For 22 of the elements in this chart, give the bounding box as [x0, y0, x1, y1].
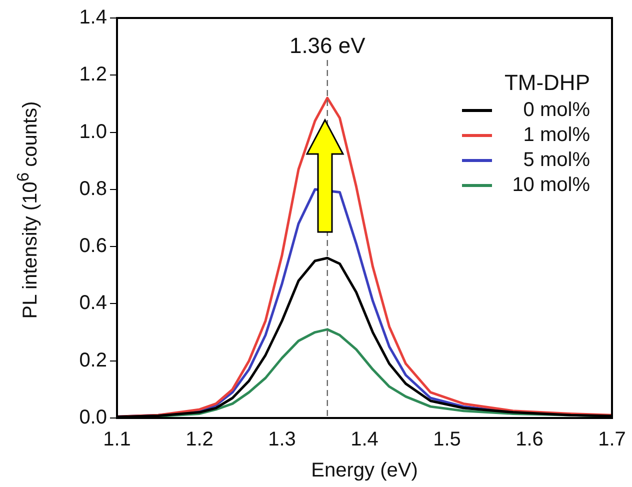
x-tick-label: 1.6: [516, 428, 544, 451]
y-tick-label: 0.6: [79, 235, 107, 258]
y-tick-label: 0.2: [79, 349, 107, 372]
legend-title: TM-DHP: [503, 70, 590, 96]
x-tick-label: 1.5: [433, 428, 461, 451]
x-tick-label: 1.1: [103, 428, 131, 451]
y-tick-label: 0.0: [79, 406, 107, 429]
y-tick-label: 0.4: [79, 292, 107, 314]
x-tick-label: 1.3: [268, 428, 296, 451]
y-tick-label: 0.8: [79, 178, 107, 200]
legend-label: 1 mol%: [522, 124, 590, 147]
x-tick-label: 1.4: [350, 428, 378, 451]
x-tick-label: 1.2: [186, 428, 214, 451]
legend-label: 5 mol%: [522, 149, 590, 172]
y-tick-label: 1.0: [79, 120, 107, 143]
x-axis-title: Energy (eV): [311, 460, 418, 482]
legend-label: 10 mol%: [511, 174, 590, 197]
y-tick-label: 1.4: [79, 6, 107, 29]
x-tick-label: 1.7: [598, 428, 626, 451]
legend-label: 0 mol%: [522, 99, 590, 122]
y-tick-label: 1.2: [79, 64, 107, 86]
ref-line-label: 1.36 eV: [289, 33, 366, 58]
